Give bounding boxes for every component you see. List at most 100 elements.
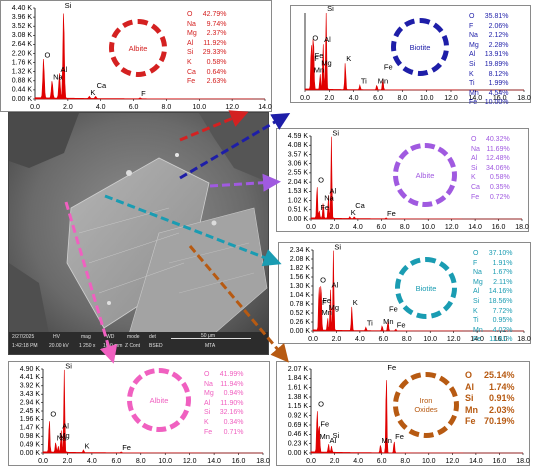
biotite-1-composition-table: O 35.81% F 2.06% Na 2.12% Mg 2.28% Al 13.91% Si 19.… bbox=[469, 12, 508, 108]
biotite-2-y-tick-label: 0.78 K bbox=[290, 301, 311, 308]
iron-oxides-peak-label: Al bbox=[330, 436, 337, 445]
sem-scale-label: 50 μm bbox=[201, 333, 215, 339]
composition-row: Mg 0.94% bbox=[204, 389, 243, 399]
composition-row: Ca 0.64% bbox=[187, 68, 226, 78]
biotite-2-x-tick-label: 14.0 bbox=[470, 336, 484, 343]
element-percent: 35.81% bbox=[484, 13, 509, 20]
albite-2-y-tick-label: 0.51 K bbox=[288, 207, 309, 214]
composition-row: Mg 2.28% bbox=[469, 41, 508, 51]
composition-row: K 0.58% bbox=[187, 58, 226, 68]
element-percent: 10.00% bbox=[484, 99, 509, 107]
iron-oxides-x-tick-label: 0.0 bbox=[306, 458, 316, 465]
albite-3-y-tick-label: 3.92 K bbox=[20, 383, 41, 390]
albite-2-y-tick-label: 3.06 K bbox=[288, 161, 309, 168]
element-percent: 0.94% bbox=[223, 390, 244, 398]
element-symbol: Si bbox=[465, 393, 474, 403]
albite-2-x-tick-label: 18.0 bbox=[515, 224, 529, 231]
element-percent: 0.58% bbox=[206, 58, 227, 66]
composition-row: F 1.91% bbox=[473, 259, 512, 269]
iron-oxides-peak-label: Mn bbox=[320, 432, 330, 441]
element-symbol: Mg bbox=[204, 390, 214, 398]
composition-row: Na 9.74% bbox=[187, 20, 226, 30]
element-percent: 12.48% bbox=[485, 155, 510, 163]
composition-row: Si 18.56% bbox=[473, 297, 512, 307]
albite-2-y-tick-label: 4.59 K bbox=[288, 133, 309, 140]
albite-3-y-tick-label: 0.49 K bbox=[20, 441, 41, 448]
biotite-2-y-tick-label: 2.08 K bbox=[290, 256, 311, 263]
albite-1-y-tick-label: 2.64 K bbox=[12, 41, 33, 48]
albite-2-x-tick-label: 4.0 bbox=[353, 224, 363, 231]
albite-3-x-tick-label: 18.0 bbox=[256, 458, 270, 465]
element-percent: 8.12% bbox=[488, 70, 509, 78]
composition-row: Ca 0.35% bbox=[471, 183, 510, 193]
element-symbol: O bbox=[204, 371, 210, 378]
albite-2-y-tick-label: 2.55 K bbox=[288, 170, 309, 177]
biotite-2-peak-label: F bbox=[322, 298, 327, 307]
albite-3-y-tick-label: 4.90 K bbox=[20, 366, 41, 373]
biotite-1-peak-label: Si bbox=[327, 4, 334, 13]
sem-info-bar: 2/27/2025 1:42:18 PM HV 20.00 kV mag 1 2… bbox=[9, 332, 268, 354]
composition-row: F 2.06% bbox=[469, 22, 508, 32]
element-percent: 42.79% bbox=[202, 11, 227, 18]
albite-1-peak-label: K bbox=[90, 88, 95, 97]
biotite-1-peak-label: Fe bbox=[384, 62, 393, 71]
albite-2-x-tick-label: 8.0 bbox=[400, 224, 410, 231]
element-percent: 0.71% bbox=[223, 428, 244, 436]
element-symbol: F bbox=[473, 259, 478, 267]
iron-oxides-y-tick-label: 2.07 K bbox=[288, 366, 309, 373]
albite-3-y-tick-label: 3.43 K bbox=[20, 391, 41, 398]
composition-row: Fe 0.72% bbox=[471, 193, 510, 203]
element-symbol: Fe bbox=[469, 99, 478, 107]
iron-oxides-circle: Iron Oxides bbox=[393, 372, 459, 438]
element-symbol: Fe bbox=[465, 416, 476, 426]
albite-2-peak-label: Na bbox=[324, 194, 334, 203]
element-symbol: Si bbox=[204, 409, 211, 417]
element-symbol: Al bbox=[187, 39, 194, 47]
element-symbol: Fe bbox=[471, 193, 480, 201]
albite-3-x-tick-label: 8.0 bbox=[136, 458, 146, 465]
albite-2-y-tick-label: 4.08 K bbox=[288, 142, 309, 149]
composition-row: O 25.14% bbox=[465, 370, 515, 382]
biotite-2-peak-label: Mn bbox=[322, 308, 332, 317]
albite-2-x-tick-label: 6.0 bbox=[376, 224, 386, 231]
biotite-1-peak-label: Fe bbox=[315, 51, 324, 60]
element-percent: 11.69% bbox=[486, 145, 510, 153]
iron-oxides-peak-label: O bbox=[318, 399, 324, 408]
element-symbol: Mg bbox=[187, 30, 197, 38]
element-percent: 11.92% bbox=[203, 39, 227, 47]
element-symbol: Na bbox=[469, 32, 478, 40]
element-symbol: Na bbox=[204, 380, 213, 388]
composition-row: O 40.32% bbox=[471, 135, 510, 145]
composition-row: Mn 4.02% bbox=[473, 326, 512, 336]
biotite-1-x-tick-label: 0.0 bbox=[300, 95, 310, 102]
iron-oxides-y-tick-label: 1.61 K bbox=[288, 385, 309, 392]
biotite-1-x-tick-label: 8.0 bbox=[397, 95, 407, 102]
element-symbol: Mg bbox=[473, 278, 483, 286]
iron-oxides-spectrum: 0.00 K 0.23 K 0.46 K 0.69 K 0.92 K 1.15 K 1.38… bbox=[288, 363, 530, 465]
composition-row: Mg 2.37% bbox=[187, 29, 226, 39]
iron-oxides-peak-label: Mn bbox=[381, 436, 391, 445]
composition-row: Si 29.33% bbox=[187, 48, 226, 58]
biotite-1-x-tick-label: 2.0 bbox=[324, 95, 334, 102]
albite-3-peak-label: O bbox=[50, 410, 56, 419]
element-symbol: Al bbox=[471, 155, 478, 163]
albite-1-y-tick-label: 3.52 K bbox=[12, 23, 33, 30]
albite-1-x-tick-label: 4.0 bbox=[96, 104, 106, 111]
composition-row: Ti 0.95% bbox=[473, 316, 512, 326]
element-percent: 9.74% bbox=[206, 20, 227, 28]
albite-3-y-tick-label: 2.94 K bbox=[20, 399, 41, 406]
albite-2-y-tick-label: 1.53 K bbox=[288, 188, 309, 195]
biotite-1-peak-label: Ti bbox=[361, 76, 367, 85]
biotite-2-y-tick-label: 0.26 K bbox=[290, 319, 311, 326]
element-percent: 11.90% bbox=[220, 399, 244, 407]
element-symbol: Fe bbox=[204, 428, 213, 436]
biotite-2-peak-label: K bbox=[353, 298, 358, 307]
albite-1-y-tick-label: 0.00 K bbox=[12, 96, 33, 103]
element-percent: 40.32% bbox=[485, 136, 510, 143]
biotite-2-eds-panel: 0.00 K 0.26 K 0.52 K 0.78 K 1.04 K 1.30 K 1.56… bbox=[278, 242, 531, 344]
composition-row: Fe 0.71% bbox=[204, 428, 243, 438]
biotite-2-spectrum-fill bbox=[312, 250, 524, 332]
element-symbol: O bbox=[469, 13, 475, 20]
biotite-2-peak-label: Mn bbox=[383, 317, 393, 326]
albite-1-y-tick-label: 0.88 K bbox=[12, 78, 33, 85]
